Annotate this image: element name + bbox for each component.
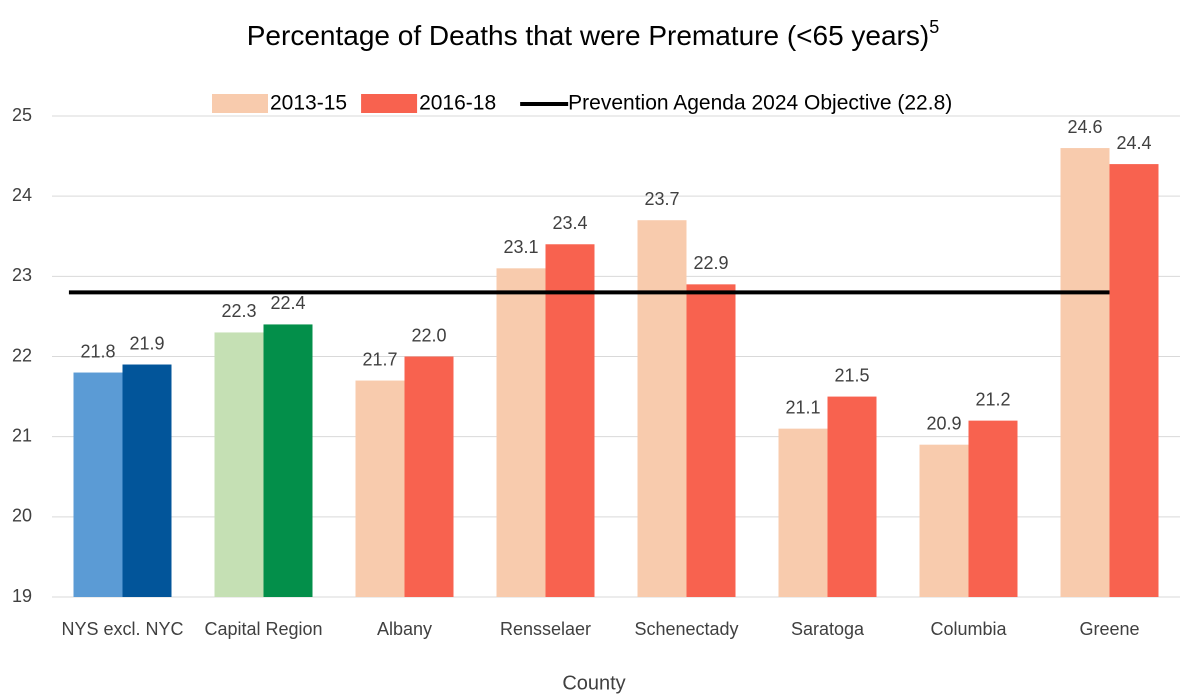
bar	[827, 396, 877, 597]
data-label: 24.6	[1067, 117, 1102, 137]
bar	[404, 356, 454, 597]
x-tick-label: Saratoga	[791, 619, 865, 639]
data-label: 21.7	[362, 349, 397, 369]
data-label: 21.8	[80, 341, 115, 361]
bar	[968, 420, 1018, 597]
y-tick-label: 24	[12, 185, 32, 205]
data-label: 22.9	[693, 253, 728, 273]
chart-title: Percentage of Deaths that were Premature…	[247, 17, 939, 52]
y-tick-label: 23	[12, 265, 32, 285]
data-label: 22.3	[221, 301, 256, 321]
legend-swatch	[212, 94, 268, 113]
data-label: 22.0	[411, 325, 446, 345]
bar	[778, 428, 828, 597]
x-axis-label: County	[562, 672, 625, 694]
data-label: 21.9	[129, 333, 164, 353]
data-label: 21.5	[834, 365, 869, 385]
data-label: 23.7	[644, 189, 679, 209]
bar	[1109, 164, 1159, 597]
bar	[122, 364, 172, 597]
legend-label: Prevention Agenda 2024 Objective (22.8)	[568, 92, 952, 115]
legend-label: 2013-15	[270, 92, 347, 115]
bar	[73, 372, 123, 597]
x-tick-label: Capital Region	[204, 619, 322, 639]
x-tick-label: Albany	[377, 619, 432, 639]
legend-swatch	[361, 94, 418, 113]
data-label: 20.9	[926, 413, 961, 433]
y-tick-label: 25	[12, 105, 32, 125]
data-label: 24.4	[1116, 133, 1151, 153]
data-label: 23.1	[503, 237, 538, 257]
bar	[919, 444, 969, 597]
x-tick-label: Greene	[1079, 619, 1139, 639]
bar	[496, 268, 546, 597]
y-tick-label: 22	[12, 345, 32, 365]
y-tick-label: 19	[12, 586, 32, 606]
data-label: 23.4	[552, 213, 587, 233]
data-label: 22.4	[270, 293, 305, 313]
data-label: 21.1	[785, 397, 820, 417]
bar	[1060, 148, 1110, 598]
y-tick-label: 21	[12, 425, 32, 445]
bar	[263, 324, 313, 597]
bar	[355, 380, 405, 597]
x-tick-label: Columbia	[930, 619, 1007, 639]
x-tick-label: Schenectady	[634, 619, 738, 639]
legend-label: 2016-18	[419, 92, 496, 115]
bar	[214, 332, 264, 597]
bar	[637, 220, 687, 597]
bar	[686, 284, 736, 597]
y-tick-label: 20	[12, 506, 32, 526]
x-tick-label: Rensselaer	[500, 619, 591, 639]
title-text: Percentage of Deaths that were Premature…	[247, 20, 929, 51]
x-tick-label: NYS excl. NYC	[61, 619, 183, 639]
bar	[545, 244, 595, 597]
title-superscript: 5	[929, 17, 939, 37]
data-label: 21.2	[975, 389, 1010, 409]
